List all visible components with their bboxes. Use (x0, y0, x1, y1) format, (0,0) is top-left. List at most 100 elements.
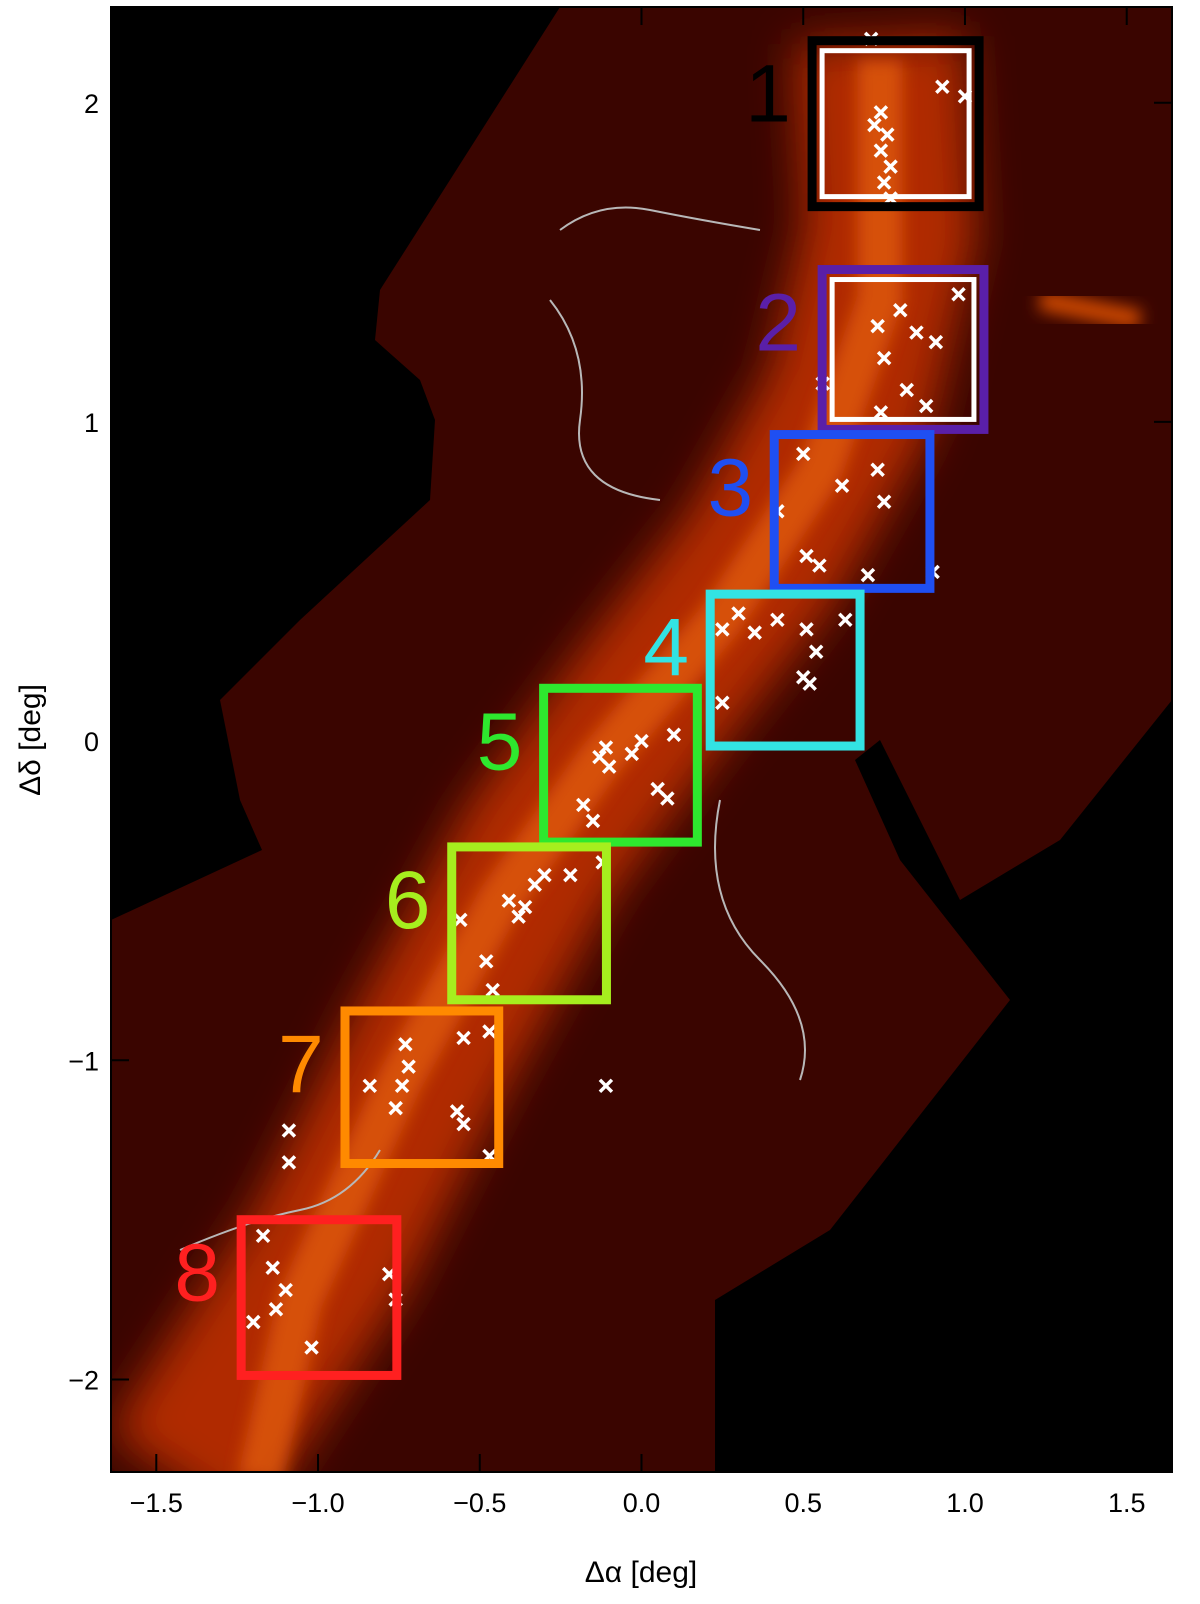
source-marker (796, 446, 811, 462)
y-tick-label: 1 (84, 408, 99, 438)
source-marker (585, 813, 601, 829)
source-marker (883, 159, 898, 174)
source-marker (802, 676, 817, 691)
source-marker (876, 350, 892, 366)
source-marker (715, 695, 730, 711)
source-marker (808, 644, 824, 659)
source-marker (909, 325, 924, 340)
source-marker (870, 318, 885, 334)
source-marker (870, 462, 885, 478)
source-marker (660, 791, 675, 806)
x-tick-label: 0.5 (784, 1488, 822, 1518)
region-inner-box (819, 48, 972, 200)
source-marker (860, 567, 876, 583)
source-marker (812, 558, 827, 573)
source-marker (873, 105, 889, 120)
overlay (236, 31, 989, 1380)
source-marker (449, 1104, 465, 1119)
source-marker (951, 287, 966, 302)
source-marker (401, 1059, 416, 1074)
region-box (340, 1006, 504, 1169)
region-box (769, 430, 935, 593)
source-marker (880, 127, 895, 142)
source-marker (453, 912, 468, 928)
source-marker (624, 746, 640, 762)
source-marker (747, 625, 762, 640)
x-tick-label: 1.5 (1108, 1488, 1146, 1518)
source-marker (601, 759, 617, 774)
source-marker (268, 1301, 284, 1317)
source-marker (362, 1078, 378, 1094)
source-marker (511, 909, 526, 924)
source-marker (893, 302, 908, 318)
source-marker (281, 1123, 297, 1138)
y-axis-label: Δδ [deg] (14, 684, 47, 796)
region-label: 4 (643, 602, 689, 693)
source-marker (899, 382, 914, 398)
region-box (807, 36, 984, 212)
region-label: 6 (385, 855, 431, 946)
source-marker (246, 1314, 261, 1330)
x-tick-label: −1.5 (130, 1488, 183, 1518)
y-tick-label: −1 (68, 1046, 99, 1076)
source-marker (482, 1024, 497, 1039)
region-label: 1 (745, 49, 791, 140)
source-marker (873, 405, 889, 420)
region-label: 8 (174, 1228, 220, 1319)
x-tick-label: −1.0 (291, 1488, 344, 1518)
region-box (817, 265, 989, 434)
source-marker (255, 1228, 271, 1244)
source-marker (918, 398, 934, 414)
x-tick-label: 1.0 (946, 1488, 984, 1518)
region-inner-box (829, 277, 977, 422)
region-label: 2 (755, 278, 801, 369)
region-label: 7 (278, 1019, 324, 1110)
source-marker (876, 175, 892, 190)
source-marker (265, 1260, 280, 1275)
source-marker (388, 1100, 403, 1116)
region-label: 3 (707, 443, 753, 534)
source-marker (598, 740, 614, 755)
region-label: 5 (477, 696, 523, 787)
source-marker (666, 727, 682, 742)
region-box (705, 589, 865, 751)
source-marker (281, 1155, 297, 1170)
source-marker (598, 1078, 614, 1094)
region-box (539, 683, 702, 847)
source-marker (799, 622, 814, 637)
source-marker (928, 334, 944, 350)
region-box (447, 842, 611, 1005)
source-marker (537, 867, 552, 883)
y-tick-label: 0 (84, 727, 99, 757)
x-axis-label: Δα [deg] (585, 1556, 697, 1589)
source-marker (304, 1340, 319, 1355)
source-marker (576, 797, 591, 813)
source-marker (478, 954, 494, 969)
source-marker (456, 1030, 471, 1046)
source-marker (873, 143, 889, 158)
source-marker (838, 612, 853, 628)
source-marker (517, 899, 533, 915)
source-marker (834, 478, 850, 493)
source-marker (876, 494, 892, 509)
source-marker (770, 612, 785, 628)
x-tick-label: −0.5 (453, 1488, 506, 1518)
source-marker (485, 982, 500, 998)
source-marker (501, 893, 517, 908)
y-tick-label: 2 (84, 89, 99, 119)
source-marker (799, 548, 814, 564)
source-marker (715, 622, 730, 637)
source-marker (867, 117, 882, 133)
x-tick-label: 0.0 (623, 1488, 661, 1518)
source-marker (456, 1116, 471, 1132)
source-marker (935, 79, 950, 95)
source-marker (731, 606, 746, 621)
source-marker (563, 867, 578, 883)
y-tick-label: −2 (68, 1365, 99, 1395)
source-marker (394, 1078, 410, 1094)
source-marker (398, 1037, 413, 1052)
source-marker (278, 1282, 293, 1298)
source-marker (634, 733, 649, 749)
region-box (236, 1215, 402, 1380)
